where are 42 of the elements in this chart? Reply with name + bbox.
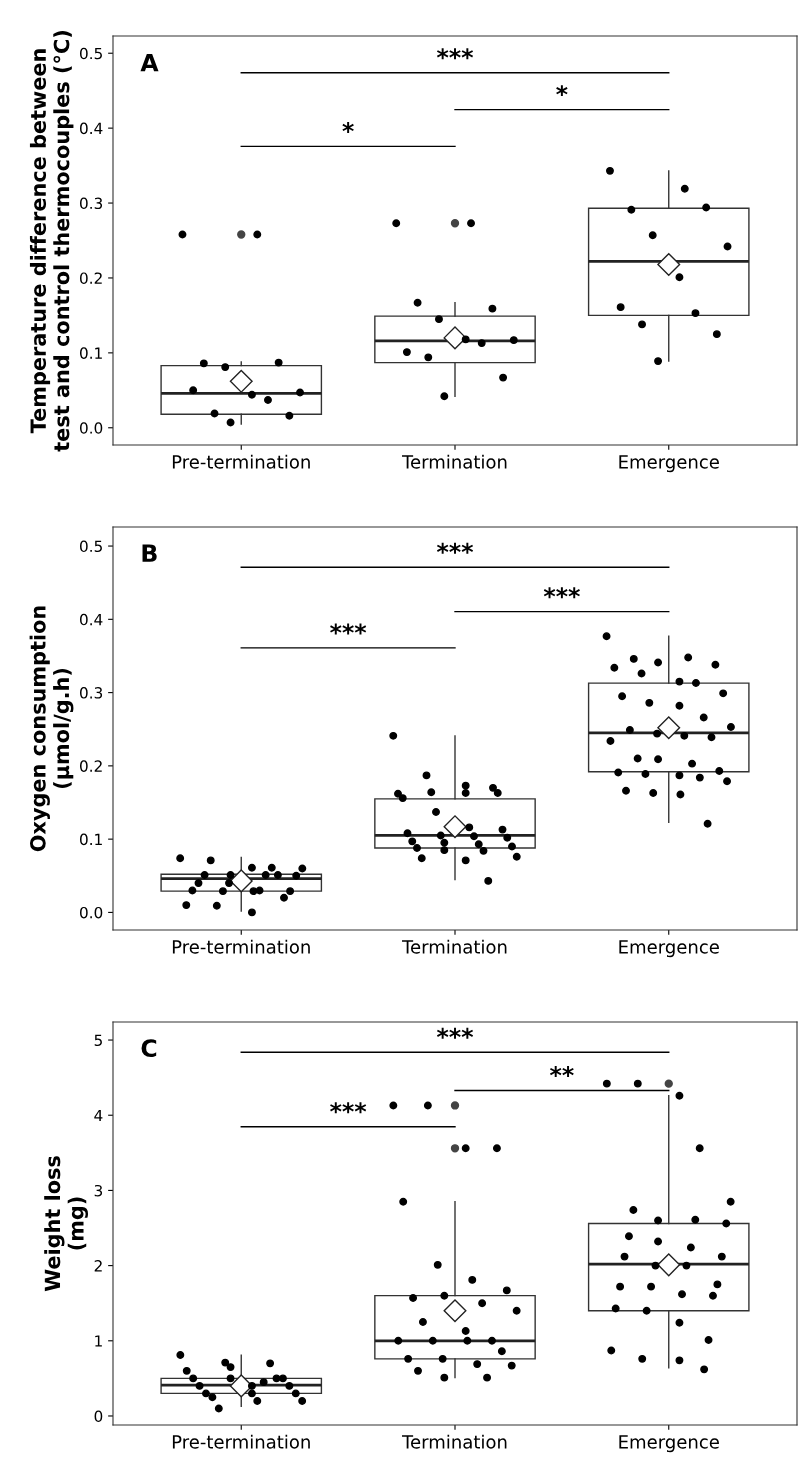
y-tick-label: 5 [94, 1034, 102, 1047]
annotation: * [342, 121, 354, 133]
x-tick-label: Pre-termination [172, 1434, 310, 1449]
y-tick-label: 0.0 [79, 422, 103, 434]
y-tick-label: 4 [94, 1109, 103, 1122]
y-tick-label: 0.0 [79, 906, 103, 919]
y-tick-label: 0.2 [79, 272, 102, 284]
x-tick-label: Emergence [619, 1435, 719, 1453]
x-tick-label: Emergence [619, 455, 719, 473]
y-tick-label: 0.5 [79, 540, 102, 553]
annotation: *** [436, 48, 474, 60]
x-tick-label: Termination [402, 454, 507, 469]
y-axis-title: Weight loss (mg) [44, 1156, 88, 1292]
annotation: ** [550, 1066, 574, 1078]
x-tick-label: Termination [402, 939, 507, 954]
y-tick-label: 0.4 [79, 613, 103, 626]
annotation: B [142, 544, 157, 562]
y-tick-label: 0.2 [79, 760, 102, 772]
annotation: C [141, 1039, 157, 1058]
y-tick-label: 0.5 [79, 47, 102, 60]
y-tick-label: 0 [94, 1410, 103, 1422]
annotation: *** [436, 542, 474, 554]
y-axis-title: Oxygen consumption (µmol/g.h) [29, 606, 74, 852]
annotation: A [140, 53, 159, 72]
y-tick-label: 1 [95, 1335, 102, 1347]
y-tick-label: 0.3 [79, 687, 103, 699]
x-tick-label: Pre-termination [172, 454, 310, 469]
y-tick-label: 0.1 [79, 347, 102, 359]
x-tick-label: Emergence [619, 940, 719, 958]
y-axis-title: Temperature difference between test and control thermocouples (°C) [29, 31, 74, 452]
y-tick-label: 0.1 [79, 833, 102, 846]
annotation: *** [543, 587, 580, 599]
y-tick-label: 2 [94, 1260, 102, 1272]
y-tick-label: 0.4 [79, 122, 103, 135]
x-tick-label: Termination [402, 1434, 507, 1449]
x-tick-label: Pre-termination [172, 939, 310, 954]
annotation: *** [330, 623, 367, 635]
y-tick-label: 3 [94, 1184, 103, 1197]
annotation: * [556, 85, 568, 97]
annotation: *** [436, 1027, 474, 1039]
y-tick-label: 0.3 [79, 197, 103, 210]
annotation: *** [330, 1102, 367, 1114]
